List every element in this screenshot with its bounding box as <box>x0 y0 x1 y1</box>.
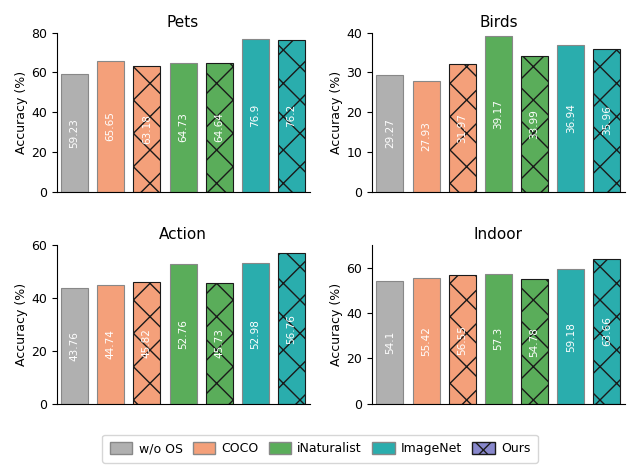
Text: 44.74: 44.74 <box>106 330 116 359</box>
Bar <box>97 61 124 191</box>
Bar <box>449 275 476 404</box>
Bar <box>557 45 584 191</box>
Text: 39.17: 39.17 <box>493 99 504 129</box>
Text: 31.97: 31.97 <box>457 113 467 143</box>
Text: 76.2: 76.2 <box>287 104 296 128</box>
Text: 65.65: 65.65 <box>106 111 116 141</box>
Bar <box>485 36 512 191</box>
Text: 52.76: 52.76 <box>178 319 188 349</box>
Text: 64.64: 64.64 <box>214 113 224 142</box>
Bar <box>97 285 124 404</box>
Y-axis label: Accuracy (%): Accuracy (%) <box>15 70 28 153</box>
Y-axis label: Accuracy (%): Accuracy (%) <box>330 70 344 153</box>
Y-axis label: Accuracy (%): Accuracy (%) <box>330 283 344 366</box>
Text: 36.94: 36.94 <box>566 103 576 133</box>
Bar <box>133 66 161 191</box>
Text: 59.23: 59.23 <box>70 118 79 148</box>
Title: Action: Action <box>159 227 207 242</box>
Legend: w/o OS, COCO, iNaturalist, ImageNet, Ours: w/o OS, COCO, iNaturalist, ImageNet, Our… <box>102 435 538 463</box>
Title: Indoor: Indoor <box>474 227 523 242</box>
Bar <box>413 278 440 404</box>
Bar <box>485 274 512 404</box>
Bar <box>242 39 269 191</box>
Bar <box>449 64 476 191</box>
Bar <box>205 63 233 191</box>
Bar <box>593 259 620 404</box>
Title: Birds: Birds <box>479 15 518 30</box>
Y-axis label: Accuracy (%): Accuracy (%) <box>15 283 28 366</box>
Bar <box>278 40 305 191</box>
Text: 63.66: 63.66 <box>602 317 612 347</box>
Text: 35.96: 35.96 <box>602 105 612 135</box>
Bar <box>61 288 88 404</box>
Bar <box>242 264 269 404</box>
Bar <box>521 280 548 404</box>
Text: 45.82: 45.82 <box>142 328 152 358</box>
Text: 55.42: 55.42 <box>421 326 431 356</box>
Bar <box>170 264 196 404</box>
Text: 64.73: 64.73 <box>178 112 188 142</box>
Bar <box>133 282 161 404</box>
Bar <box>376 281 403 404</box>
Bar <box>521 56 548 191</box>
Text: 43.76: 43.76 <box>70 331 79 361</box>
Title: Pets: Pets <box>167 15 199 30</box>
Text: 57.3: 57.3 <box>493 327 504 350</box>
Text: 59.18: 59.18 <box>566 322 576 352</box>
Bar <box>170 63 196 191</box>
Text: 33.99: 33.99 <box>529 109 540 139</box>
Text: 45.73: 45.73 <box>214 328 224 358</box>
Bar <box>278 253 305 404</box>
Bar <box>557 269 584 404</box>
Text: 76.9: 76.9 <box>250 104 260 127</box>
Text: 63.18: 63.18 <box>142 114 152 144</box>
Bar <box>593 49 620 191</box>
Text: 52.98: 52.98 <box>250 318 260 348</box>
Text: 29.27: 29.27 <box>385 118 395 148</box>
Text: 27.93: 27.93 <box>421 121 431 151</box>
Bar <box>61 74 88 191</box>
Text: 54.1: 54.1 <box>385 331 395 354</box>
Bar <box>205 283 233 404</box>
Bar <box>376 75 403 191</box>
Text: 56.55: 56.55 <box>457 325 467 355</box>
Text: 56.76: 56.76 <box>287 314 296 344</box>
Text: 54.78: 54.78 <box>529 326 540 356</box>
Bar <box>413 81 440 191</box>
